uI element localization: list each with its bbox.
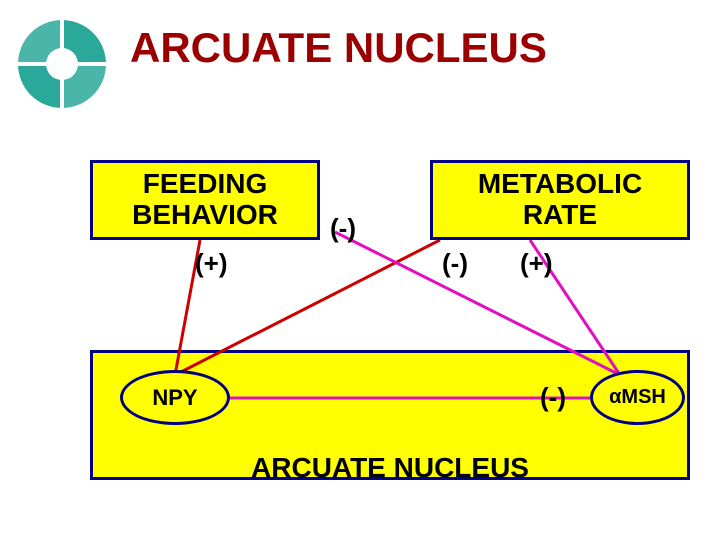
arcuate-box-label: ARCUATE NUCLEUS [251,453,529,484]
feeding-behavior-box: FEEDINGBEHAVIOR [90,160,320,240]
npy-label: NPY [152,385,197,411]
feeding-behavior-label: FEEDINGBEHAVIOR [132,169,278,231]
amsh-oval: αMSH [590,370,685,425]
sign-minus-low: (-) [540,382,566,413]
diagram-stage: ARCUATE NUCLEUS ARCUATE NUCLEUS FEEDINGB… [0,0,720,540]
logo-icon [12,14,112,114]
sign-minus-center: (-) [330,213,356,244]
metabolic-rate-box: METABOLICRATE [430,160,690,240]
npy-oval: NPY [120,370,230,425]
page-title: ARCUATE NUCLEUS [130,24,547,72]
amsh-label: αMSH [609,386,666,409]
sign-plus-left: (+) [195,248,228,279]
sign-minus-mid: (-) [442,248,468,279]
metabolic-rate-label: METABOLICRATE [478,169,642,231]
sign-plus-right: (+) [520,248,553,279]
